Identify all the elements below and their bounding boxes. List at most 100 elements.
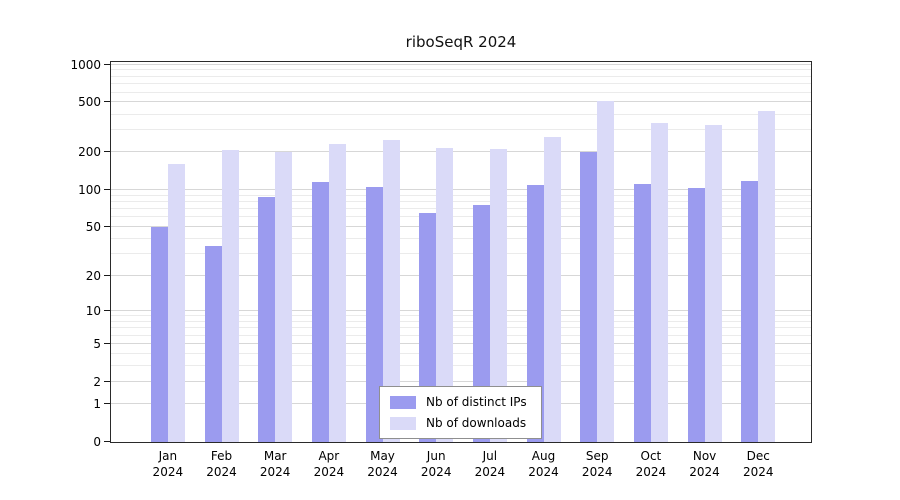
legend-swatch-downloads: [390, 416, 416, 430]
bar-distinct-ips: [365, 187, 383, 442]
x-tick-label: Apr 2024: [314, 449, 345, 480]
bar-group: Apr 2024: [302, 62, 356, 479]
x-tick-label: Jun 2024: [421, 449, 452, 480]
plot-area: 0 1 2 5 10 20 50 100 200 500 1000 Jan 2024 Feb 2024 Ma…: [70, 58, 812, 479]
minor-gridline: [111, 201, 811, 202]
bar-downloads: [167, 164, 185, 442]
minor-gridline: [111, 315, 811, 317]
bar-group: Jul 2024: [463, 62, 517, 479]
bar-downloads: [758, 110, 776, 442]
x-tick-label: Nov 2024: [689, 449, 720, 480]
y-tick-label: 500: [78, 95, 101, 110]
major-gridline: [111, 63, 811, 65]
x-tick-label: Oct 2024: [636, 449, 667, 480]
x-tick-year: 2024: [474, 464, 506, 479]
bar-group: Feb 2024: [195, 62, 249, 479]
y-tick-mark: [104, 310, 110, 312]
minor-gridline: [111, 365, 811, 367]
x-tick-month: Mar: [263, 449, 287, 463]
minor-gridline: [111, 327, 811, 329]
bar-group: Jun 2024: [409, 62, 463, 479]
y-tick-label: 50: [85, 220, 101, 235]
x-tick-month: Jan: [158, 449, 178, 463]
major-gridline: [111, 226, 811, 228]
y-tick-mark: [104, 226, 110, 228]
minor-gridline: [111, 216, 811, 218]
x-tick-year: 2024: [742, 464, 774, 479]
y-tick-label: 0: [93, 435, 101, 449]
legend-label: Nb of distinct IPs: [426, 395, 527, 409]
x-tick-label: Jul 2024: [475, 449, 506, 480]
legend-row: Nb of distinct IPs: [390, 395, 527, 409]
minor-gridline: [111, 194, 811, 196]
bars-layer: Jan 2024 Feb 2024 Mar 2024 Apr 2024 May 2024 Jun 20…: [111, 62, 811, 479]
x-tick-year: 2024: [635, 464, 667, 479]
bar-downloads: [543, 137, 561, 442]
legend-row: Nb of downloads: [390, 416, 527, 430]
x-tick-month: Sep: [585, 449, 609, 463]
major-gridline: [111, 274, 811, 276]
y-tick-mark: [104, 63, 110, 65]
major-gridline: [111, 188, 811, 190]
minor-gridline: [111, 253, 811, 255]
bar-distinct-ips: [687, 188, 705, 442]
bar-downloads: [221, 149, 239, 442]
bar-group: Nov 2024: [678, 62, 732, 479]
bar-distinct-ips: [741, 180, 759, 442]
bar-downloads: [489, 149, 507, 442]
x-tick-month: Feb: [210, 449, 233, 463]
y-tick-mark: [104, 101, 110, 103]
bar-distinct-ips: [526, 184, 544, 442]
x-tick-month: Apr: [318, 449, 340, 463]
y-tick-label: 2: [93, 374, 101, 389]
bar-group: Mar 2024: [248, 62, 302, 479]
chart-title: riboSeqR 2024: [405, 33, 517, 51]
x-tick-year: 2024: [420, 464, 452, 479]
bar-distinct-ips: [419, 213, 437, 442]
x-tick-label: Sep 2024: [582, 449, 613, 480]
bar-group: May 2024: [356, 62, 410, 479]
y-tick-label: 200: [78, 145, 101, 160]
x-tick-month: Aug: [531, 449, 556, 463]
bar-downloads: [597, 100, 615, 442]
major-gridline: [111, 381, 811, 382]
bar-distinct-ips: [204, 246, 222, 442]
minor-gridline: [111, 69, 811, 71]
bar-distinct-ips: [580, 152, 598, 442]
minor-gridline: [111, 321, 811, 322]
y-tick-label: 20: [85, 268, 101, 283]
minor-gridline: [111, 334, 811, 336]
x-tick-label: May 2024: [367, 449, 398, 480]
x-tick-month: Oct: [640, 449, 662, 463]
bar-group: Sep 2024: [570, 62, 624, 479]
legend-swatch-distinct-ips: [390, 395, 416, 409]
legend: Nb of distinct IPs Nb of downloads: [379, 386, 542, 439]
minor-gridline: [111, 113, 811, 115]
bar-downloads: [275, 152, 293, 442]
major-gridline: [111, 343, 811, 345]
x-tick-year: 2024: [152, 464, 184, 479]
y-tick-label: 1: [93, 397, 101, 412]
y-tick-mark: [104, 403, 110, 405]
x-tick-month: Jun: [426, 449, 446, 463]
y-tick-mark: [104, 441, 110, 442]
x-tick-month: Jul: [482, 449, 498, 463]
x-tick-label: Feb 2024: [206, 449, 237, 480]
minor-gridline: [111, 75, 811, 77]
bar-downloads: [328, 143, 346, 442]
major-gridline: [111, 310, 811, 312]
bar-distinct-ips: [258, 196, 276, 442]
y-tick-mark: [104, 151, 110, 153]
x-tick-month: Dec: [746, 449, 770, 463]
y-tick-label: 5: [93, 337, 101, 352]
x-tick-label: Aug 2024: [528, 449, 559, 480]
y-tick-mark: [104, 343, 110, 345]
y-tick-label: 100: [78, 182, 101, 197]
bar-group: Dec 2024: [731, 62, 785, 479]
x-tick-year: 2024: [581, 464, 613, 479]
y-tick-label: 1000: [70, 57, 101, 72]
bar-group: Oct 2024: [624, 62, 678, 479]
bar-distinct-ips: [472, 205, 490, 442]
minor-gridline: [111, 208, 811, 210]
